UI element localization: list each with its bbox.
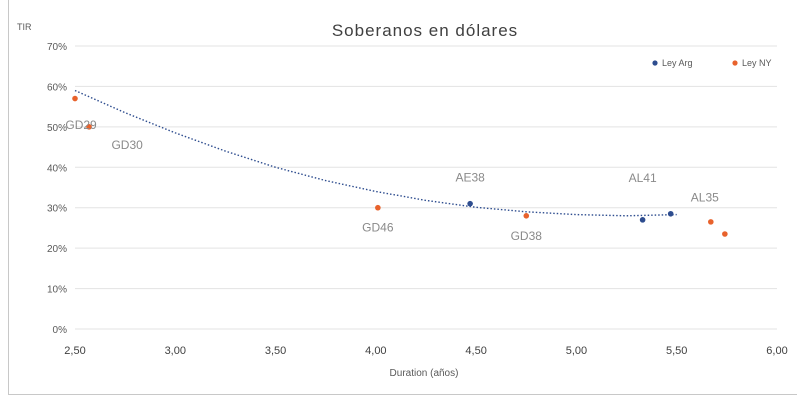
data-points (72, 95, 728, 237)
x-tick-label: 2,50 (64, 345, 85, 357)
y-tick-label: 40% (47, 163, 67, 174)
x-tick-labels: 2,50 3,00 3,50 4,00 4,50 5,00 5,50 6,00 (64, 345, 787, 357)
data-point (86, 124, 92, 130)
x-tick-label: 4,50 (465, 345, 486, 357)
x-tick-label: 4,00 (365, 345, 386, 357)
data-point (639, 217, 646, 223)
scatter-chart: Soberanos en dólares TIR Duration (años)… (17, 21, 788, 379)
legend-marker (652, 60, 658, 66)
y-tick-label: 10% (47, 285, 67, 296)
legend-marker (732, 60, 738, 66)
point-labels: AE38 AL41 GD29 GD46 GD38 GD30 AL35 (65, 118, 719, 243)
x-tick-label: 5,50 (666, 345, 687, 357)
data-point (722, 231, 728, 237)
point-label: GD30 (111, 138, 143, 152)
x-tick-label: 5,00 (566, 345, 587, 357)
point-label: AL41 (629, 171, 657, 185)
y-tick-label: 50% (47, 123, 67, 134)
y-tick-label: 30% (47, 204, 67, 215)
y-tick-label: 20% (47, 244, 67, 255)
point-label: GD38 (511, 229, 543, 243)
data-point (523, 213, 530, 219)
data-point (667, 210, 674, 217)
point-label: GD29 (65, 118, 97, 132)
legend-label: Ley Arg (662, 58, 693, 68)
trendline (74, 89, 677, 217)
data-point (375, 204, 381, 211)
legend-label: Ley NY (742, 58, 772, 68)
trendline-path (74, 89, 677, 217)
y-tick-labels: 0% 10% 20% 30% 40% 50% 60% 70% (47, 42, 67, 336)
data-point (708, 219, 714, 225)
x-tick-label: 3,00 (165, 345, 186, 357)
point-label: GD46 (362, 221, 394, 235)
y-tick-label: 70% (47, 42, 67, 53)
point-label: AL35 (691, 191, 719, 205)
x-axis-title: Duration (años) (390, 368, 459, 379)
y-tick-label: 60% (47, 82, 67, 93)
legend: Ley Arg Ley NY (652, 58, 772, 68)
y-tick-label: 0% (53, 325, 68, 336)
gridlines (75, 45, 777, 330)
chart-frame: Soberanos en dólares TIR Duration (años)… (8, 0, 797, 395)
data-point (72, 95, 78, 102)
x-tick-label: 3,50 (265, 345, 286, 357)
point-label: AE38 (455, 171, 485, 185)
chart-title: Soberanos en dólares (332, 21, 518, 40)
x-tick-label: 6,00 (766, 345, 787, 357)
y-axis-title: TIR (17, 22, 32, 32)
data-point (467, 200, 473, 207)
